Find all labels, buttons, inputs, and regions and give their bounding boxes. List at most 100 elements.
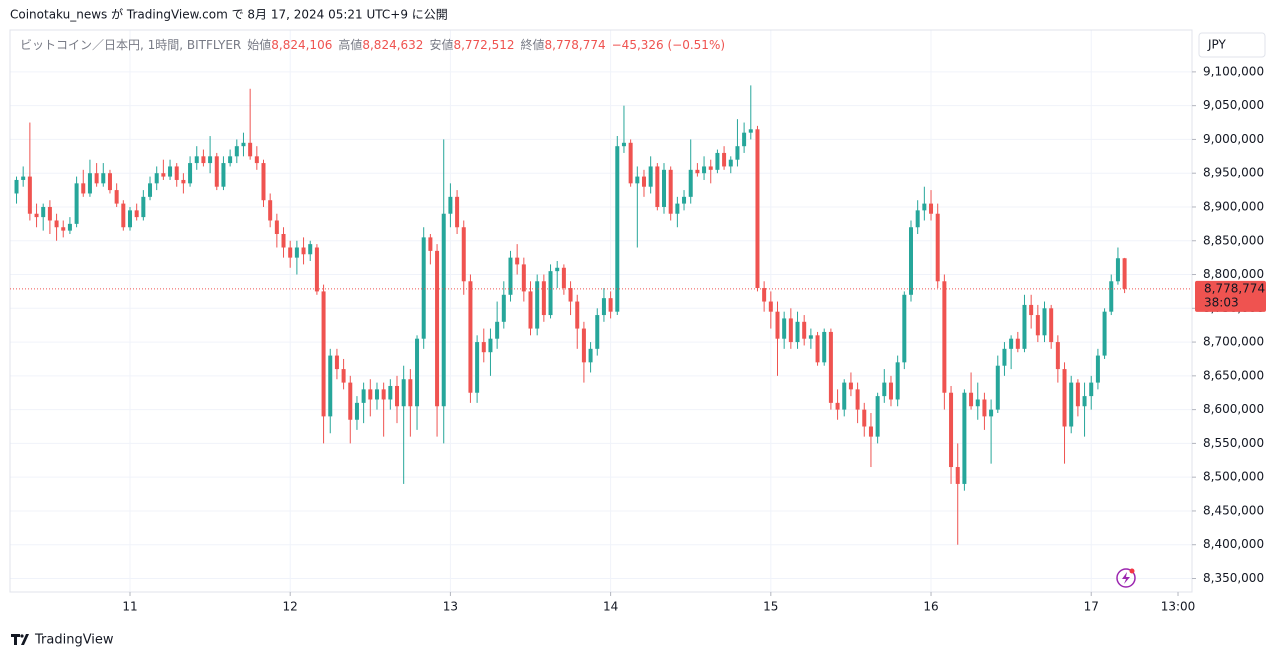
candle-body <box>1102 311 1107 356</box>
candle-body <box>208 156 213 164</box>
candle-body <box>595 315 600 349</box>
close-label: 終値 <box>521 37 545 52</box>
candle-body <box>915 210 920 228</box>
candle-body <box>695 169 700 174</box>
candle-body <box>127 210 132 228</box>
y-tick-label: 8,650,000 <box>1203 368 1264 382</box>
candle-body <box>608 298 613 312</box>
candle-body <box>949 392 954 468</box>
candle-body <box>1015 338 1020 349</box>
candle-body <box>628 142 633 184</box>
candle-body <box>301 247 306 255</box>
candle-body <box>168 166 173 177</box>
candle-body <box>1069 382 1074 427</box>
candle-body <box>708 166 713 170</box>
candles <box>14 85 1127 545</box>
candle-body <box>782 318 787 339</box>
candle-body <box>455 196 460 228</box>
candle-body <box>1109 281 1114 312</box>
candle-body <box>815 335 820 363</box>
candle-body <box>314 247 319 292</box>
candle-body <box>862 409 867 427</box>
logo-dot <box>20 634 24 638</box>
candle-body <box>114 190 119 204</box>
candle-body <box>722 152 727 167</box>
y-tick-label: 8,900,000 <box>1203 199 1264 213</box>
candle-body <box>61 227 66 231</box>
candle-body <box>234 146 239 157</box>
icon-bolt <box>1122 572 1130 584</box>
candle-body <box>822 331 827 363</box>
x-tick-label: 17 <box>1084 600 1099 614</box>
candle-body <box>688 169 693 197</box>
candle-body <box>888 382 893 400</box>
candle-body <box>742 132 747 147</box>
symbol: ビットコイン／日本円, 1時間, BITFLYER <box>20 38 241 52</box>
plot-frame <box>9 29 1193 593</box>
candle-body <box>161 173 166 177</box>
candle-body <box>475 342 480 393</box>
candle-body <box>348 382 353 420</box>
candle-body <box>1055 342 1060 370</box>
candle-body <box>868 426 873 437</box>
candle-body <box>655 166 660 207</box>
candle-body <box>468 281 473 393</box>
candle-body <box>1049 308 1054 343</box>
last-price-tag <box>1195 280 1266 312</box>
candle-body <box>668 169 673 214</box>
candle-body <box>715 152 720 170</box>
candle-body <box>174 166 179 180</box>
candle-body <box>802 321 807 339</box>
candle-body <box>34 213 39 218</box>
y-tick-label: 8,550,000 <box>1203 436 1264 450</box>
candle-body <box>895 362 900 400</box>
open-label: 始値 <box>247 37 271 52</box>
candle-body <box>621 142 626 147</box>
y-tick-label: 8,350,000 <box>1203 571 1264 585</box>
candle-body <box>81 183 86 194</box>
candle-body <box>521 264 526 292</box>
candle-body <box>848 382 853 390</box>
candle-body <box>448 196 453 214</box>
candle-body <box>41 206 46 218</box>
lightning-icon[interactable] <box>1116 568 1136 588</box>
candle-body <box>415 338 420 407</box>
candle-body <box>942 281 947 393</box>
candle-body <box>735 146 740 160</box>
candle-body <box>922 203 927 211</box>
candle-body <box>1082 396 1087 407</box>
brand-logo: TradingView <box>11 633 114 648</box>
candle-body <box>47 206 52 221</box>
change-value: −45,326 (−0.51%) <box>612 38 725 52</box>
legend: ビットコイン／日本円, 1時間, BITFLYER 始値8,824,106 高値8,… <box>20 37 725 52</box>
candle-body <box>1115 258 1120 282</box>
currency-box[interactable] <box>1198 32 1266 58</box>
chart-title: Coinotaku_news が TradingView.com で 8月 17… <box>10 7 448 22</box>
low-label: 安値 <box>429 37 453 52</box>
candle-body <box>1009 338 1014 349</box>
candle-body <box>1095 355 1100 383</box>
candle-body <box>575 301 580 329</box>
candle-body <box>101 173 106 184</box>
candle-body <box>835 402 840 410</box>
y-tick-label: 8,700,000 <box>1203 335 1264 349</box>
candle-body <box>341 369 346 383</box>
candle-body <box>975 399 980 407</box>
candle-body <box>328 355 333 417</box>
candle-body <box>755 129 760 289</box>
candle-body <box>929 203 934 214</box>
candle-body <box>14 179 19 194</box>
candle-body <box>241 142 246 147</box>
candle-body <box>281 233 286 248</box>
y-tick-label: 8,600,000 <box>1203 402 1264 416</box>
countdown: 38:03 <box>1204 295 1239 309</box>
candle-body <box>1075 382 1080 407</box>
candle-body <box>768 301 773 312</box>
open-value: 8,824,106 <box>271 38 332 52</box>
candle-body <box>201 156 206 164</box>
candle-body <box>461 227 466 282</box>
candle-body <box>682 196 687 204</box>
candle-body <box>221 163 226 187</box>
candle-body <box>421 237 426 339</box>
candle-body <box>1029 304 1034 316</box>
